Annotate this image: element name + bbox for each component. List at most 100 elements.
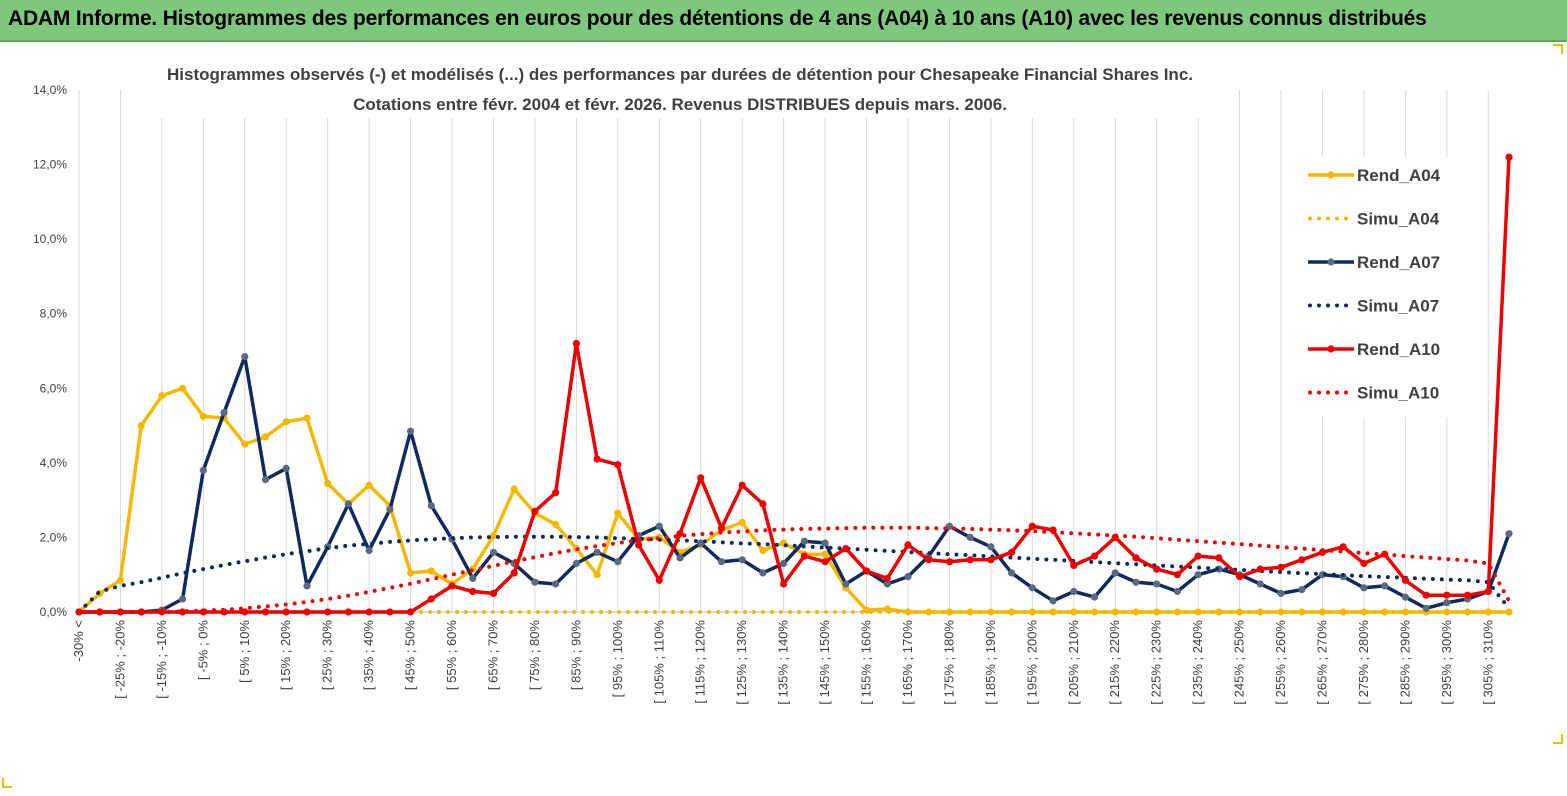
x-tick-label: [ 155% ; 160% <box>859 620 874 705</box>
data-point-rend-a07 <box>738 556 746 564</box>
data-point-rend-a10 <box>925 556 933 564</box>
x-tick-label: [ 285% ; 290% <box>1397 620 1412 705</box>
performance-histogram-chart: 0,0% 2,0% 4,0% 6,0% 8,0% 10,0% 12,0% 14,0% -30% … <box>33 56 1513 705</box>
data-point-rend-a04 <box>552 520 560 528</box>
data-point-rend-a10 <box>717 524 726 532</box>
data-point-rend-a10 <box>531 507 539 515</box>
legend-label-rend-a04: Rend_A04 <box>1357 166 1441 185</box>
y-tick-label: 4,0% <box>40 456 68 470</box>
y-tick-label: 0,0% <box>40 605 68 619</box>
x-tick-label: [ 45% ; 50% <box>403 620 418 691</box>
legend-label-rend-a07: Rend_A07 <box>1357 253 1440 272</box>
data-point-rend-a10 <box>1173 571 1181 579</box>
data-point-rend-a07 <box>572 559 581 568</box>
data-point-rend-a07 <box>1422 604 1430 612</box>
corner-mark <box>1553 44 1563 54</box>
y-tick-label: 14,0% <box>33 83 67 97</box>
data-point-rend-a10 <box>510 569 518 577</box>
x-tick-label: [ 135% ; 140% <box>776 620 791 705</box>
series-line-rend-a04 <box>77 386 1509 614</box>
data-point-rend-a10 <box>365 608 373 616</box>
data-point-rend-a10 <box>1422 591 1430 599</box>
chart-title-group: Histogrammes observés (-) et modélisés (… <box>150 56 1210 118</box>
x-tick-label: [ 245% ; 250% <box>1232 620 1247 705</box>
report-banner: ADAM Informe. Histogrammes des performan… <box>0 0 1567 42</box>
data-point-rend-a04 <box>510 485 518 493</box>
x-tick-label: [ 305% ; 310% <box>1480 620 1495 705</box>
data-point-rend-a10 <box>261 608 270 616</box>
data-point-rend-a07 <box>1194 571 1202 579</box>
data-point-rend-a10 <box>945 558 954 566</box>
data-point-rend-a04 <box>282 418 290 426</box>
data-point-rend-a04 <box>261 433 270 441</box>
data-point-rend-a07 <box>945 522 954 530</box>
data-point-rend-a10 <box>116 608 124 616</box>
data-point-rend-a10 <box>800 552 809 560</box>
data-point-rend-a07 <box>904 573 912 581</box>
x-tick-label: -30% < <box>71 620 86 662</box>
data-point-rend-a10 <box>1153 565 1161 573</box>
data-point-rend-a04 <box>241 440 249 448</box>
data-point-rend-a10 <box>1256 565 1264 573</box>
legend-label-rend-a10: Rend_A10 <box>1357 340 1440 359</box>
data-point-rend-a10 <box>489 589 498 598</box>
y-tick-label: 6,0% <box>40 381 68 395</box>
data-point-rend-a04 <box>862 606 871 614</box>
legend-marker-rend-a07 <box>1327 258 1335 266</box>
data-point-rend-a07 <box>1173 587 1181 596</box>
x-tick-label: [ 145% ; 150% <box>817 620 832 705</box>
data-point-rend-a10 <box>1339 543 1347 551</box>
data-point-rend-a07 <box>966 533 974 541</box>
data-point-rend-a07 <box>1360 584 1368 592</box>
x-tick-label: [ 105% ; 110% <box>651 620 666 704</box>
data-point-rend-a04 <box>137 422 145 430</box>
legend-background <box>1290 157 1460 417</box>
data-point-rend-a07 <box>1277 589 1285 598</box>
data-point-rend-a10 <box>1401 576 1409 584</box>
legend-marker-rend-a10 <box>1327 345 1335 353</box>
data-point-rend-a07 <box>220 408 228 417</box>
chart-title-line-2: Cotations entre févr. 2004 et févr. 2026… <box>353 95 1007 114</box>
data-point-rend-a10 <box>780 580 788 588</box>
data-point-rend-a04 <box>593 571 601 579</box>
data-point-rend-a10 <box>1464 591 1472 599</box>
data-point-rend-a04 <box>158 392 166 400</box>
data-point-rend-a07 <box>1008 569 1016 577</box>
series-line-simu-a07 <box>77 534 1511 614</box>
data-point-rend-a10 <box>344 608 352 616</box>
x-tick-label: [ 265% ; 270% <box>1314 620 1329 705</box>
chart-title-line-1: Histogrammes observés (-) et modélisés (… <box>167 65 1193 84</box>
data-point-rend-a04 <box>365 481 373 489</box>
data-point-rend-a07 <box>717 558 726 566</box>
x-tick-label: [ 65% ; 70% <box>485 620 500 691</box>
data-point-rend-a10 <box>386 608 394 616</box>
data-point-rend-a07 <box>407 427 415 435</box>
data-point-rend-a04 <box>1401 608 1409 616</box>
report-title: ADAM Informe. Histogrammes des performan… <box>8 7 1427 30</box>
data-point-rend-a04 <box>1215 608 1223 616</box>
x-tick-label: [ 205% ; 210% <box>1066 620 1081 705</box>
y-tick-label: 8,0% <box>40 307 68 321</box>
series-line-rend-a07 <box>79 354 1511 614</box>
data-point-rend-a04 <box>925 608 933 616</box>
data-point-rend-a07 <box>199 466 207 474</box>
data-point-rend-a07 <box>593 548 601 556</box>
data-point-rend-a10 <box>448 582 456 590</box>
data-point-rend-a04 <box>821 550 829 558</box>
data-point-rend-a07 <box>1381 582 1389 590</box>
data-point-rend-a04 <box>489 532 498 540</box>
x-tick-label: [ 5% ; 10% <box>237 620 252 683</box>
data-point-rend-a10 <box>1484 587 1492 596</box>
x-tick-label: [ 25% ; 30% <box>320 620 335 691</box>
data-point-rend-a10 <box>1298 556 1306 564</box>
data-point-rend-a10 <box>1505 153 1513 161</box>
data-point-rend-a10 <box>179 608 187 616</box>
data-point-rend-a04 <box>738 518 746 527</box>
data-point-rend-a07 <box>1111 569 1119 577</box>
data-point-rend-a07 <box>179 595 187 603</box>
x-tick-label: [ 255% ; 260% <box>1273 620 1288 705</box>
data-point-rend-a07 <box>1256 580 1264 588</box>
x-tick-label: [ -5% ; 0% <box>195 620 210 680</box>
x-tick-label: [ 75% ; 80% <box>527 620 542 691</box>
data-point-rend-a10 <box>282 608 290 616</box>
